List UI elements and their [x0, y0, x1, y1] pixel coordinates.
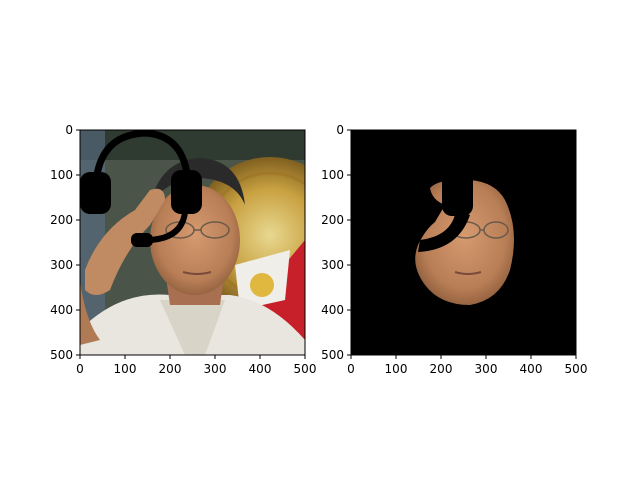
y-tick-label: 100 — [321, 168, 344, 182]
x-tick-label: 100 — [385, 362, 408, 376]
right-image-panel — [351, 130, 576, 355]
x-tick-label: 400 — [249, 362, 272, 376]
y-tick-label: 100 — [50, 168, 73, 182]
masked-face — [415, 179, 514, 305]
y-tick-label: 500 — [321, 348, 344, 362]
y-tick-label: 300 — [321, 258, 344, 272]
x-tick-label: 500 — [565, 362, 588, 376]
x-tick-label: 0 — [347, 362, 355, 376]
left-image-panel — [80, 130, 305, 355]
y-tick-label: 300 — [50, 258, 73, 272]
x-tick-label: 200 — [159, 362, 182, 376]
y-tick-label: 0 — [336, 123, 344, 137]
y-tick-label: 200 — [50, 213, 73, 227]
saluting-hand — [85, 188, 165, 295]
x-tick-label: 300 — [204, 362, 227, 376]
face — [150, 185, 240, 295]
headset-overlay-icon — [80, 130, 202, 247]
occlusion-blob — [442, 170, 473, 216]
y-tick-label: 0 — [65, 123, 73, 137]
axes-frame — [350, 129, 577, 356]
x-tick-label: 400 — [520, 362, 543, 376]
x-tick-label: 200 — [430, 362, 453, 376]
y-tick-label: 400 — [50, 303, 73, 317]
y-tick-label: 400 — [321, 303, 344, 317]
axes-frame — [79, 129, 306, 356]
y-tick-label: 200 — [321, 213, 344, 227]
x-tick-label: 0 — [76, 362, 84, 376]
x-tick-label: 100 — [114, 362, 137, 376]
x-tick-label: 300 — [475, 362, 498, 376]
x-tick-label: 500 — [294, 362, 317, 376]
y-tick-label: 500 — [50, 348, 73, 362]
